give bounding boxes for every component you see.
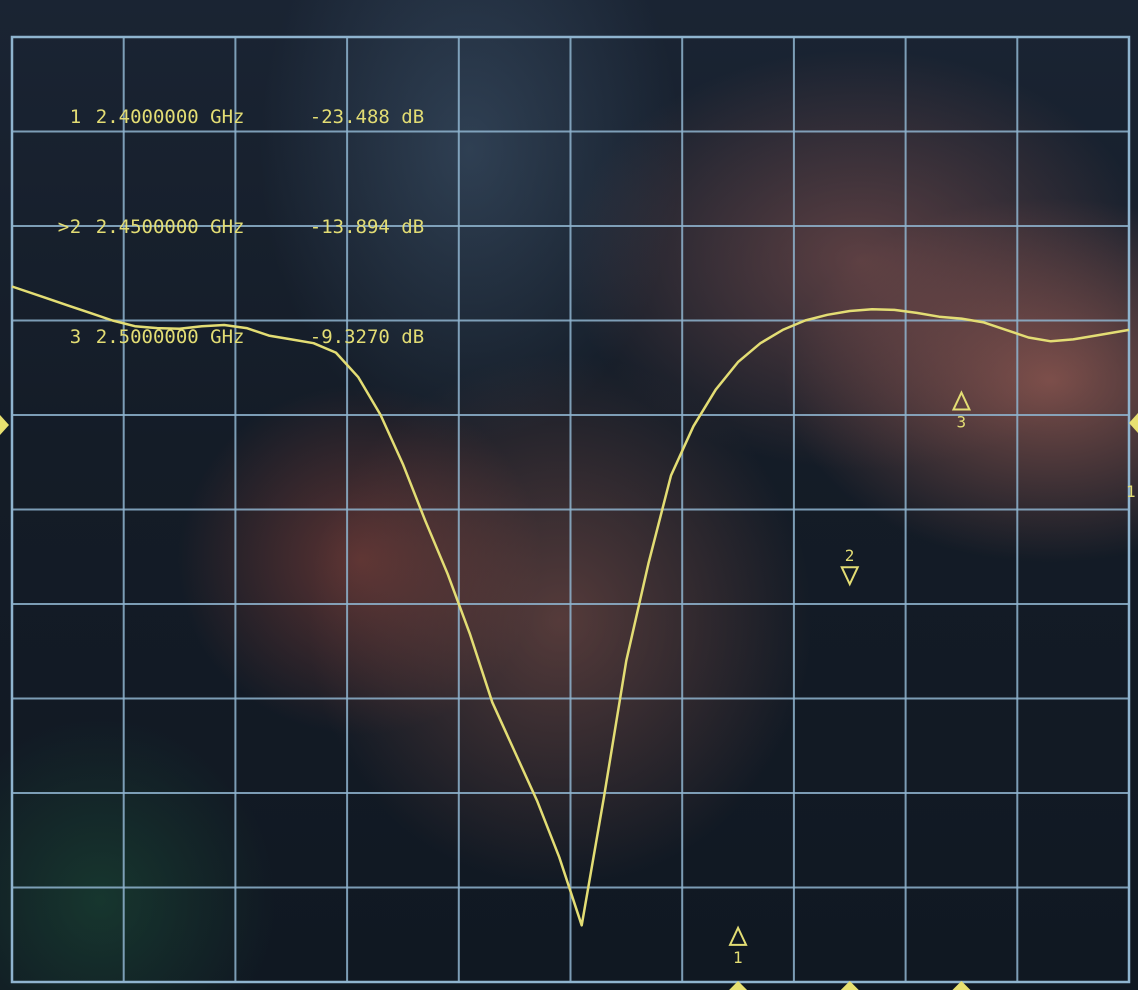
marker-label: 3 bbox=[956, 413, 966, 432]
reference-level-left-marker bbox=[0, 415, 9, 435]
marker-label: 2 bbox=[845, 546, 855, 565]
marker-triangle-icon bbox=[728, 925, 748, 946]
marker-readout: 1 2.4000000 GHz -23.488 dB >2 2.4500000 GHz… bbox=[12, 40, 470, 392]
marker-select-indicator: > bbox=[57, 216, 70, 238]
trace-layer bbox=[11, 285, 1130, 927]
marker-frequency: 2.4500000 GHz bbox=[95, 216, 245, 238]
marker-readout-row: 1 2.4000000 GHz -23.488 dB bbox=[12, 84, 470, 150]
marker-triangle-icon bbox=[951, 390, 972, 411]
marker-value: -13.894 dB bbox=[309, 216, 425, 238]
trace-end-label: 1 bbox=[1126, 482, 1136, 501]
marker-pointer-icon bbox=[952, 981, 971, 990]
trace-marker: 3 bbox=[951, 390, 972, 432]
plot-grid bbox=[12, 37, 1129, 982]
marker-number: 3 bbox=[69, 326, 82, 348]
marker-number: 2 bbox=[69, 216, 82, 238]
marker-readout-row: >2 2.4500000 GHz -13.894 dB bbox=[12, 194, 470, 260]
marker-triangle-icon bbox=[840, 566, 860, 587]
plot-frame bbox=[10, 35, 1131, 984]
marker-pointer-icon bbox=[840, 981, 859, 990]
marker-frequency: 2.4000000 GHz bbox=[95, 106, 245, 128]
bottom-marker-pointers bbox=[729, 981, 971, 990]
marker-value: -9.3270 dB bbox=[309, 326, 425, 348]
trace-marker: 2 bbox=[840, 546, 860, 587]
marker-frequency: 2.5000000 GHz bbox=[95, 326, 245, 348]
trace-line bbox=[11, 285, 1130, 927]
marker-label: 1 bbox=[733, 948, 743, 967]
markers-layer: 1 2 3 bbox=[728, 390, 972, 967]
marker-number: 1 bbox=[69, 106, 82, 128]
trace-marker: 1 bbox=[728, 925, 748, 967]
marker-pointer-icon bbox=[729, 981, 748, 990]
marker-value: -23.488 dB bbox=[309, 106, 425, 128]
marker-readout-row: 3 2.5000000 GHz -9.3270 dB bbox=[12, 304, 470, 370]
reference-level-right-marker bbox=[1129, 413, 1138, 433]
